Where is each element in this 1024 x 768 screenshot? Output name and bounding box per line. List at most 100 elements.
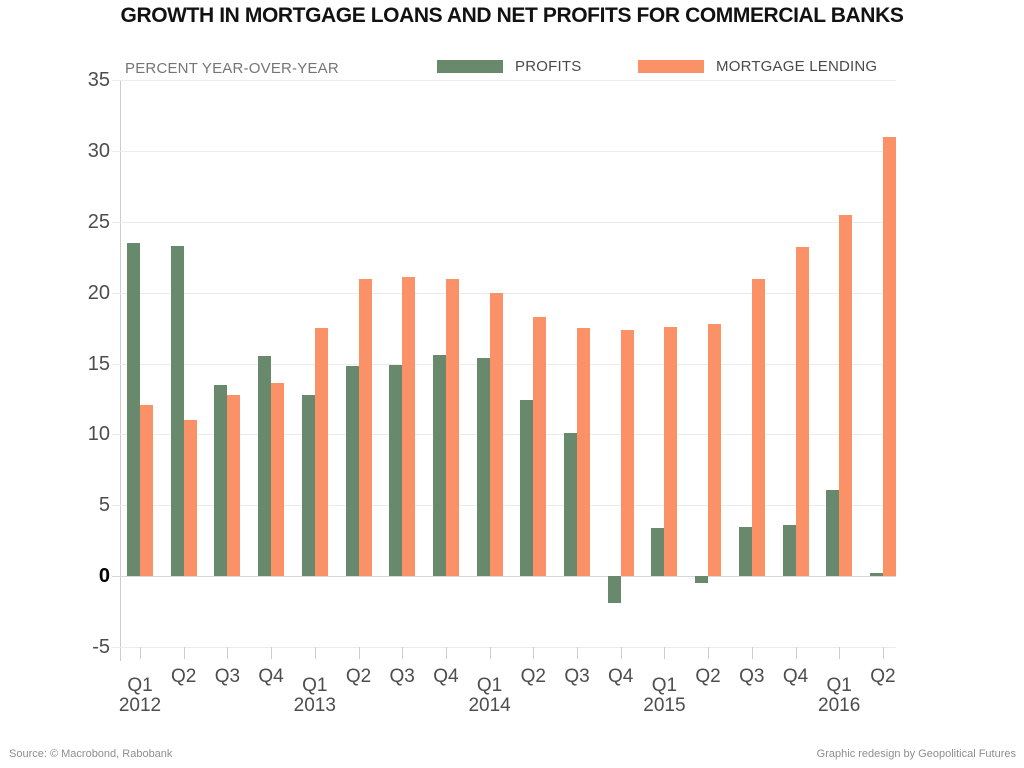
x-axis-tick-q2-2016 <box>882 647 884 659</box>
gridline-15 <box>112 363 896 365</box>
bar-mortgage-lending-q4-2014 <box>620 329 634 577</box>
bar-profits-q1-2016 <box>826 489 840 577</box>
x-tick-label-q4-2012: Q4 <box>258 666 284 687</box>
x-tick-label-q4-2015: Q4 <box>782 666 809 687</box>
bar-profits-q3-2013 <box>389 364 403 577</box>
x-tick-label-q1-2015: Q1 <box>651 675 678 696</box>
gridline-25 <box>112 221 896 223</box>
gridline-35 <box>112 80 896 81</box>
x-axis-tick-q1-2012 <box>140 647 141 659</box>
bar-profits-q3-2012 <box>214 384 228 577</box>
plot-area: 35 30 25 20 15 10 5 0 -5 Q1 2012 Q2 Q3 Q4 Q1 2013 Q2 Q3 Q4… <box>88 69 896 716</box>
y-tick-label-5: 5 <box>98 494 110 517</box>
bar-profits-q1-2012 <box>127 243 140 577</box>
y-axis-unit-label: PERCENT YEAR-OVER-YEAR <box>125 60 339 77</box>
x-axis-tick-q2-2015 <box>708 647 710 659</box>
bar-profits-q4-2012 <box>258 356 272 577</box>
y-tick-label-15: 15 <box>87 352 110 375</box>
x-axis-tick-q1-2016 <box>839 647 841 659</box>
y-tick-label-10: 10 <box>87 423 110 446</box>
x-axis-tick-q2-2014 <box>533 647 535 659</box>
bar-profits-q3-2015 <box>738 526 752 577</box>
x-axis-tick-q2-2012 <box>183 647 185 659</box>
legend-item-mortgage-lending: MORTGAGE LENDING <box>638 58 877 80</box>
bar-profits-q2-2015 <box>695 576 709 584</box>
profits-swatch-icon <box>437 60 503 74</box>
bar-profits-q2-2014 <box>520 400 534 577</box>
x-year-label-2013: 2013 <box>293 695 336 716</box>
bar-profits-q2-2012 <box>170 245 184 577</box>
bar-mortgage-lending-q4-2013 <box>445 278 459 577</box>
bar-profits-q4-2013 <box>432 355 446 577</box>
bar-mortgage-lending-q2-2016 <box>882 136 896 577</box>
x-axis-tick-q3-2015 <box>751 647 753 659</box>
y-tick-label-35: 35 <box>87 69 110 91</box>
y-tick-label-0: 0 <box>98 565 110 588</box>
y-axis-line <box>120 80 121 661</box>
source-note: Source: © Macrobond, Rabobank <box>9 748 173 760</box>
gridline-5 <box>112 505 896 507</box>
bar-mortgage-lending-q2-2012 <box>183 420 197 577</box>
x-tick-label-q2-2012: Q2 <box>171 666 197 687</box>
x-axis-tick-q1-2013 <box>314 647 316 659</box>
x-axis-tick-q2-2013 <box>358 647 360 659</box>
x-tick-label-q2-2014: Q2 <box>520 666 546 687</box>
mortgage-lending-legend-label: MORTGAGE LENDING <box>716 58 878 76</box>
y-tick-label-25: 25 <box>87 210 110 233</box>
x-tick-label-q4-2013: Q4 <box>433 666 459 687</box>
bar-mortgage-lending-q4-2015 <box>795 247 809 577</box>
bar-mortgage-lending-q2-2013 <box>358 278 372 577</box>
y-tick-label-20: 20 <box>87 281 110 304</box>
x-tick-label-q2-2015: Q2 <box>695 666 721 687</box>
bar-mortgage-lending-q3-2012 <box>227 394 241 577</box>
bar-profits-q2-2016 <box>869 573 883 577</box>
x-axis-tick-q3-2013 <box>402 647 404 659</box>
x-tick-label-q1-2016: Q1 <box>826 675 852 696</box>
x-tick-label-q3-2014: Q3 <box>564 666 590 687</box>
x-year-label-2016: 2016 <box>818 695 861 716</box>
legend-row: PERCENT YEAR-OVER-YEAR PROFITS MORTGAGE … <box>0 58 1024 80</box>
x-tick-label-q1-2014: Q1 <box>476 675 503 696</box>
bar-profits-q3-2014 <box>564 433 577 577</box>
bar-mortgage-lending-q1-2016 <box>839 214 853 577</box>
x-year-label-2014: 2014 <box>468 695 511 716</box>
bar-mortgage-lending-q1-2012 <box>140 404 153 577</box>
x-tick-label-q2-2016: Q2 <box>870 666 896 687</box>
legend-item-profits: PROFITS <box>437 58 581 80</box>
bar-profits-q2-2013 <box>345 366 359 577</box>
bar-profits-q1-2015 <box>651 527 665 577</box>
bar-mortgage-lending-q1-2015 <box>664 326 678 577</box>
x-tick-label-q1-2012: Q1 <box>127 675 153 696</box>
gridline-0 <box>112 576 896 578</box>
x-axis-tick-q1-2014 <box>489 647 491 659</box>
x-tick-label-q3-2015: Q3 <box>739 666 765 687</box>
gridline-10 <box>112 434 896 436</box>
bar-profits-q4-2014 <box>607 576 621 603</box>
credit-note: Graphic redesign by Geopolitical Futures <box>816 748 1016 760</box>
bar-mortgage-lending-q1-2014 <box>489 292 503 577</box>
bar-mortgage-lending-q3-2015 <box>751 278 765 577</box>
bar-profits-q1-2013 <box>301 394 315 577</box>
bar-profits-q1-2014 <box>476 357 490 577</box>
x-axis-tick-q3-2014 <box>577 647 578 659</box>
gridline-20 <box>112 292 896 294</box>
bar-mortgage-lending-q1-2013 <box>314 328 328 577</box>
x-axis-tick-q4-2014 <box>620 647 622 659</box>
x-axis-tick-q4-2015 <box>795 647 797 659</box>
mortgage-lending-swatch-icon <box>638 60 704 74</box>
x-year-label-2012: 2012 <box>118 695 162 716</box>
bar-mortgage-lending-q2-2015 <box>708 323 722 577</box>
gridline-30 <box>112 150 896 152</box>
x-axis-tick-q1-2015 <box>664 647 666 659</box>
x-axis-tick-q3-2012 <box>227 647 229 659</box>
chart-title: GROWTH IN MORTGAGE LOANS AND NET PROFITS… <box>120 4 904 27</box>
x-tick-label-q3-2012: Q3 <box>214 666 241 687</box>
bar-mortgage-lending-q4-2012 <box>271 383 285 577</box>
x-tick-label-q1-2013: Q1 <box>302 675 328 696</box>
x-year-label-2015: 2015 <box>643 695 686 716</box>
gridline--5 <box>112 647 896 648</box>
x-tick-label-q4-2014: Q4 <box>608 666 634 687</box>
bar-mortgage-lending-q3-2013 <box>402 277 416 577</box>
bar-mortgage-lending-q3-2014 <box>577 328 590 577</box>
